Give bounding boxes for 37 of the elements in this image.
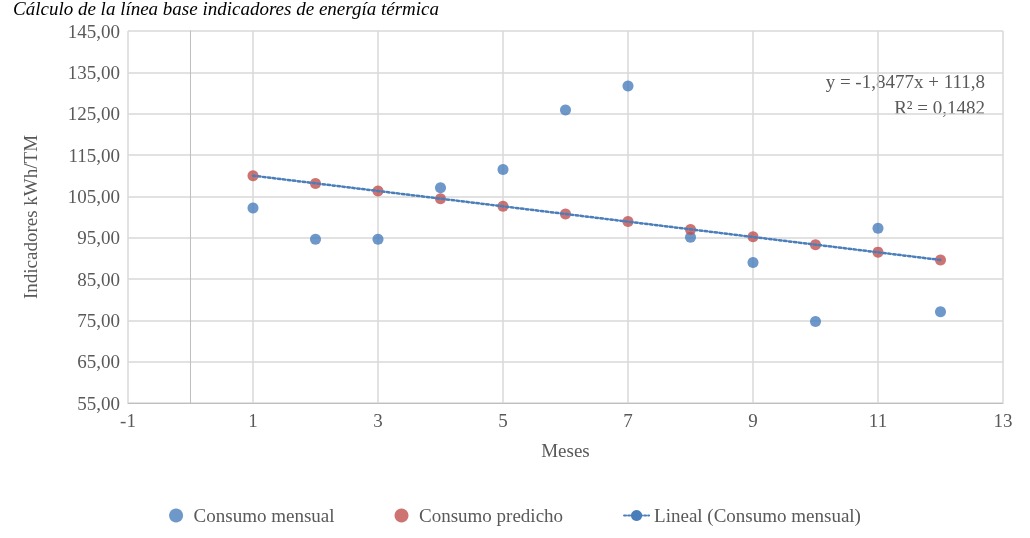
y-axis-title: Indicadores kWh/TM	[20, 134, 41, 300]
y-tick-label: 115,00	[68, 144, 120, 166]
y-tick-label: 55,00	[77, 392, 120, 414]
x-tick-label: 5	[498, 410, 508, 431]
x-tick-label: 3	[373, 410, 383, 431]
y-tick-label: 85,00	[77, 268, 120, 290]
chart-title: Cálculo de la línea base indicadores de energía térmica	[13, 0, 440, 19]
y-tick-label: 75,00	[77, 309, 120, 331]
y-tick-label: 65,00	[77, 351, 120, 373]
y-tick-label: 95,00	[77, 227, 120, 249]
point	[935, 306, 946, 318]
x-axis-title: Meses	[541, 440, 590, 461]
y-tick-label: 135,00	[67, 61, 120, 83]
x-tick-label: 9	[748, 410, 758, 431]
x-tick-label: -1	[120, 410, 136, 431]
y-tick-label: 105,00	[67, 185, 120, 207]
point	[872, 222, 884, 234]
point	[435, 182, 446, 194]
legend-label: Consumo predicho	[419, 505, 564, 526]
point	[247, 202, 259, 214]
annotation: R² = 0,1482	[894, 97, 985, 118]
point	[497, 163, 509, 175]
x-tick-label: 7	[623, 410, 633, 431]
point	[560, 104, 571, 116]
legend-label: Consumo mensual	[193, 505, 335, 526]
x-tick-label: 13	[993, 410, 1013, 431]
point	[372, 233, 384, 245]
y-tick-label: 145,00	[67, 20, 120, 42]
point	[622, 80, 634, 92]
x-tick-label: 1	[248, 410, 258, 431]
point	[310, 233, 321, 245]
annotation: y = -1,8477x + 111,8	[825, 71, 986, 92]
point	[747, 256, 759, 268]
y-tick-label: 125,00	[67, 103, 120, 125]
legend-label: Lineal (Consumo mensual)	[654, 505, 861, 527]
x-tick-label: 11	[868, 410, 888, 431]
point	[810, 316, 821, 328]
